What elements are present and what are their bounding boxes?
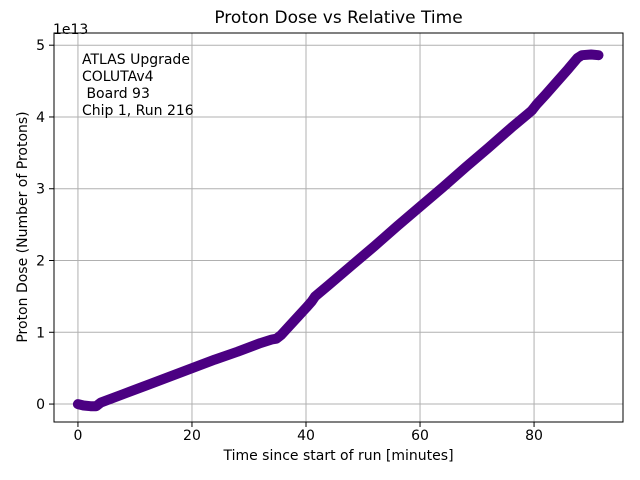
run-info-annotation: ATLAS Upgrade COLUTAv4 Board 93 Chip 1, …: [82, 52, 194, 119]
x-axis-label: Time since start of run [minutes]: [223, 448, 454, 464]
x-tick-label: 20: [183, 428, 201, 444]
data-series-line: [72, 49, 604, 412]
y-axis-label: Proton Dose (Number of Protons): [15, 111, 31, 343]
x-tick-label: 0: [73, 428, 82, 444]
y-tick-label: 2: [36, 254, 45, 270]
y-tick-label: 3: [36, 182, 45, 198]
x-tick-label: 40: [297, 428, 315, 444]
plot-border: [53, 32, 624, 423]
y-tick-label: 4: [36, 110, 45, 126]
y-tick-label: 1: [36, 325, 45, 341]
chart-title: Proton Dose vs Relative Time: [214, 8, 463, 28]
x-tick-label: 60: [411, 428, 429, 444]
y-axis-offset-label: 1e13: [53, 22, 89, 38]
y-tick-label: 0: [36, 397, 45, 413]
x-tick-label: 80: [525, 428, 543, 444]
y-tick-label: 5: [36, 38, 45, 54]
